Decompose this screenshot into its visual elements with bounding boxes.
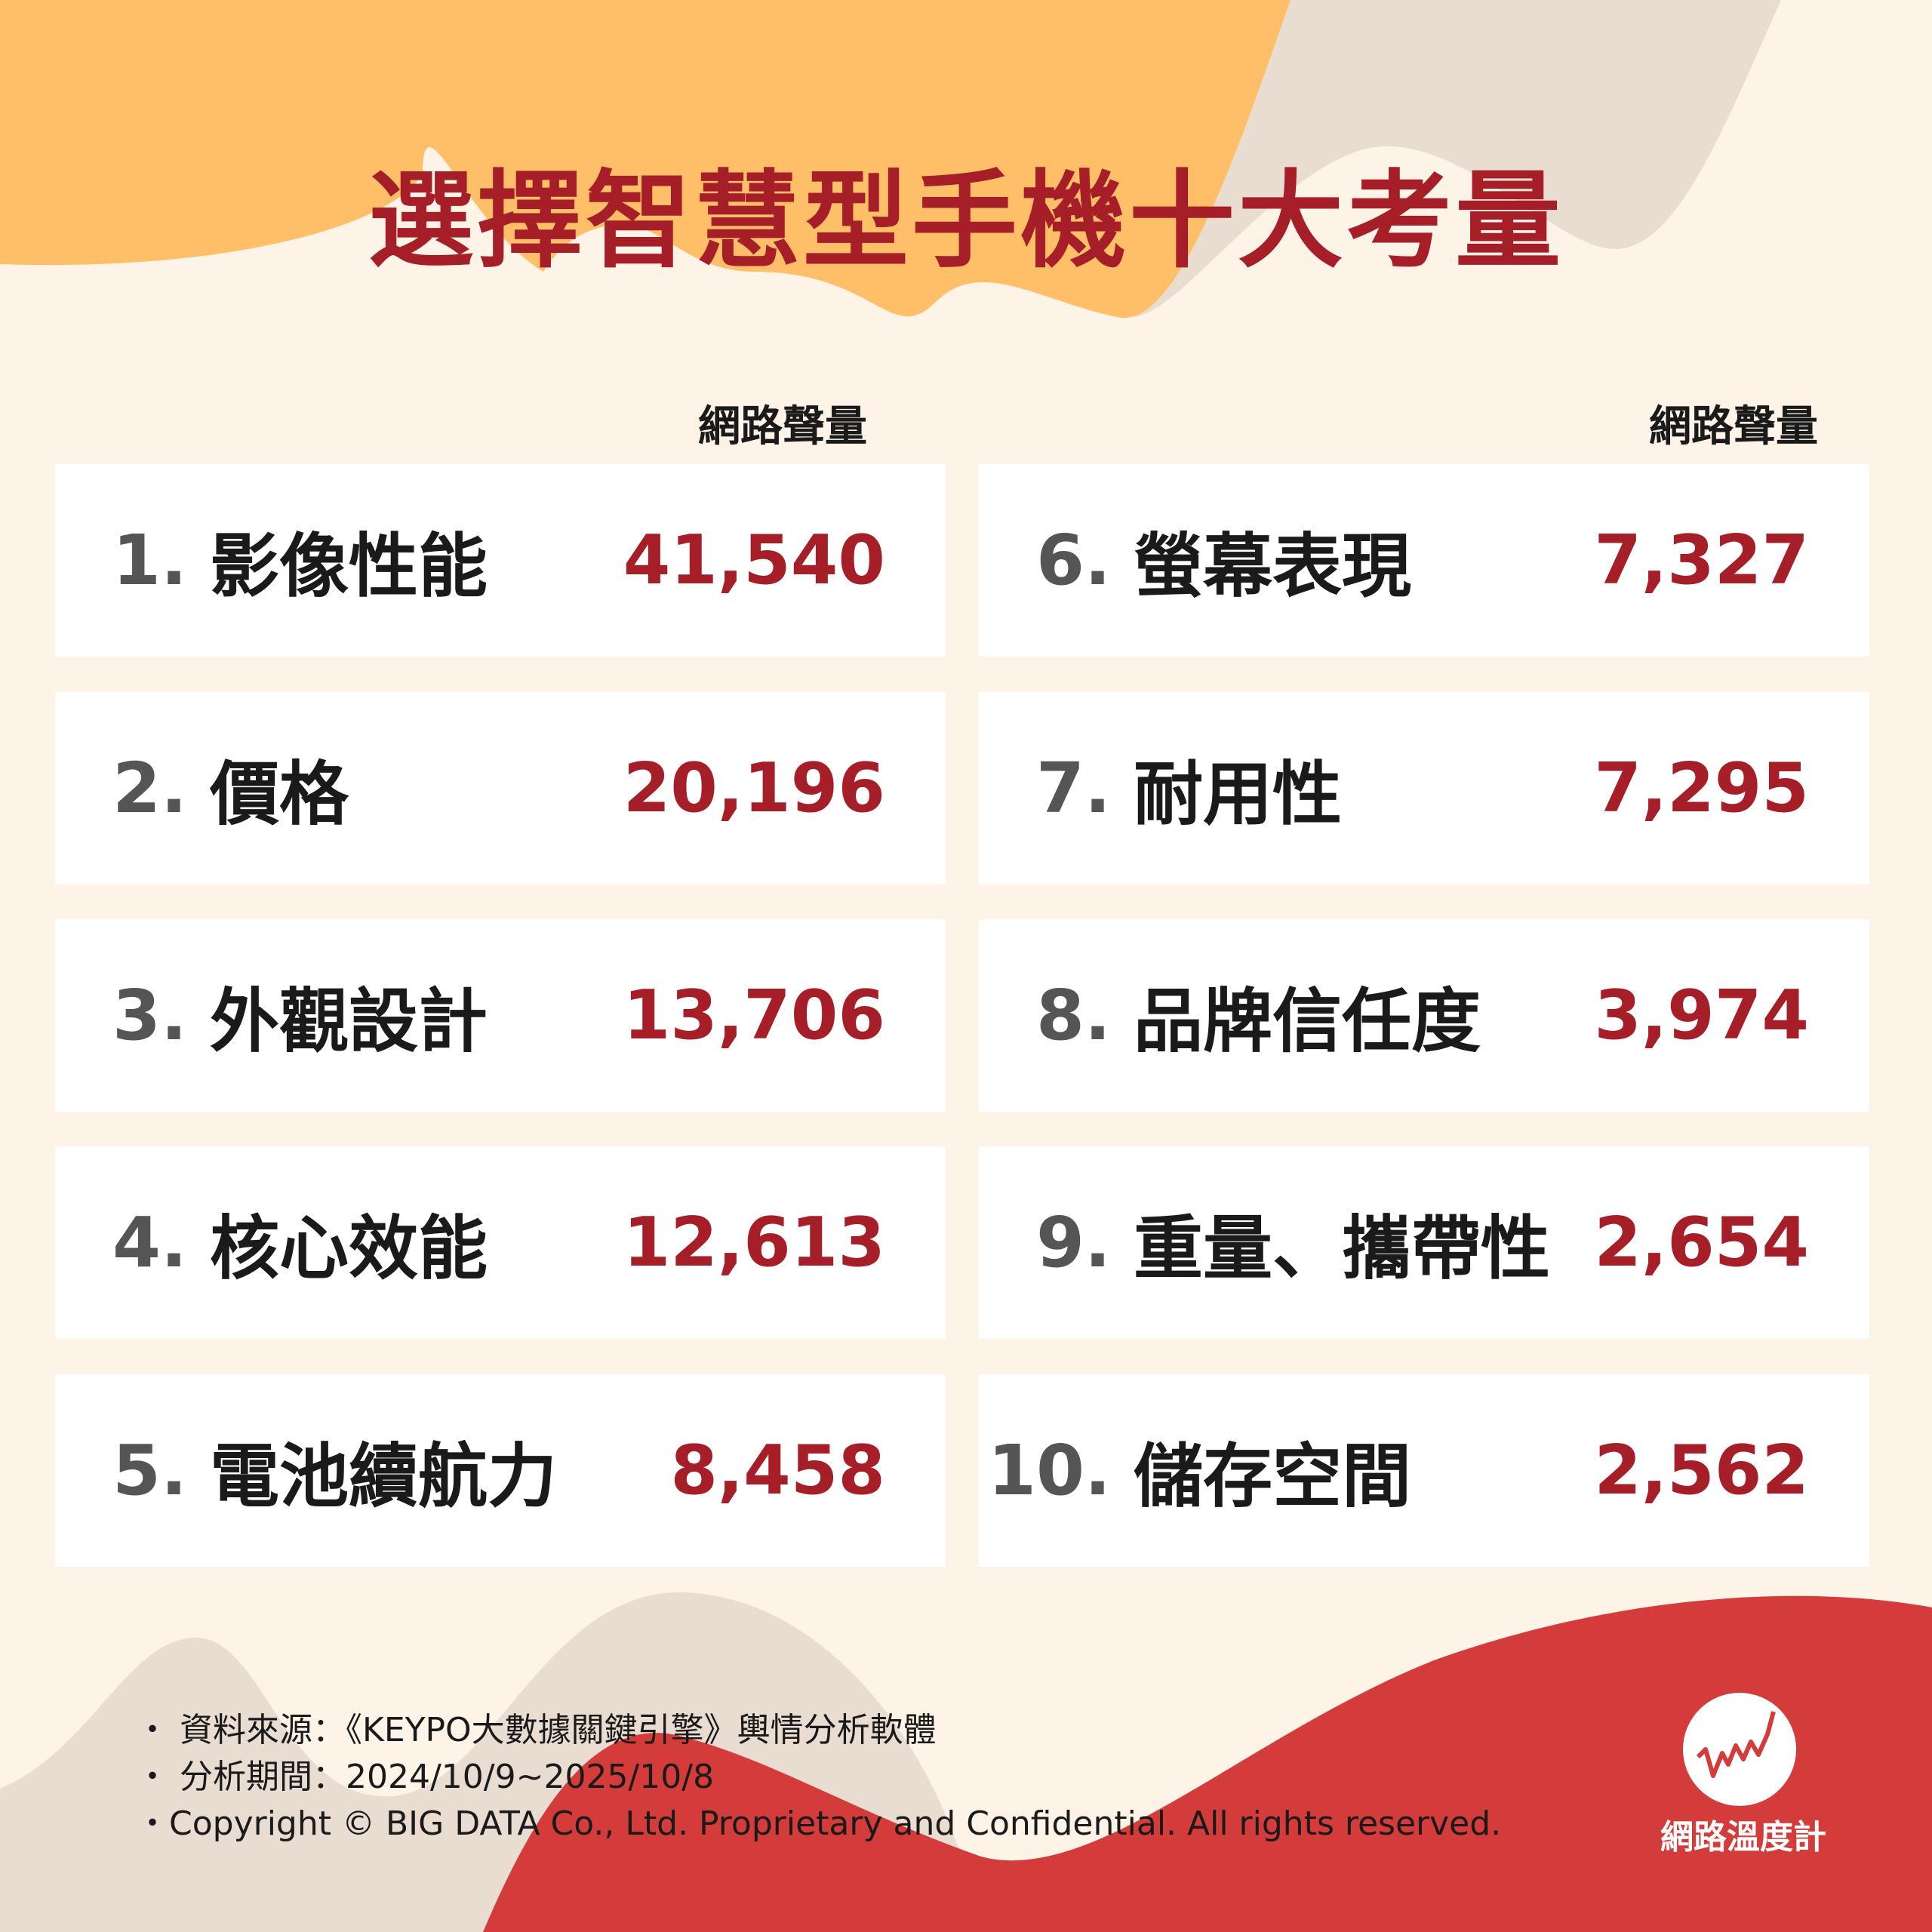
item-label: 影像性能 bbox=[210, 526, 488, 607]
item-value: 7,327 bbox=[1594, 521, 1809, 600]
rank: 3. bbox=[112, 975, 187, 1056]
period-note: ・ 分析期間：2024/10/9~2025/10/8 bbox=[136, 1758, 715, 1796]
source-note: ・ 資料來源：《KEYPO大數據關鍵引擎》輿情分析軟體 bbox=[136, 1711, 937, 1749]
item-value: 13,706 bbox=[623, 976, 885, 1055]
item-value: 20,196 bbox=[623, 749, 885, 828]
brand-name: 網路溫度計 bbox=[1660, 1818, 1826, 1857]
rank: 7. bbox=[1036, 748, 1111, 829]
ranking-card-2: 2. 價格 20,196 bbox=[55, 692, 946, 884]
rank: 4. bbox=[112, 1202, 187, 1283]
right-column-header: 網路聲量 bbox=[1649, 402, 1818, 451]
rank: 2. bbox=[112, 748, 187, 829]
rank: 6. bbox=[1036, 520, 1111, 601]
item-value: 2,654 bbox=[1594, 1203, 1809, 1282]
item-value: 12,613 bbox=[623, 1203, 885, 1282]
footer-notes: ・ 資料來源：《KEYPO大數據關鍵引擎》輿情分析軟體 ・ 分析期間：2024/… bbox=[136, 1707, 1501, 1847]
ranking-card-4: 4. 核心效能 12,613 bbox=[55, 1146, 946, 1339]
ranking-card-9: 9. 重量、攜帶性 2,654 bbox=[979, 1146, 1869, 1339]
ranking-card-5: 5. 電池續航力 8,458 bbox=[55, 1374, 946, 1567]
rank: 8. bbox=[1036, 975, 1111, 1056]
item-label: 耐用性 bbox=[1134, 754, 1343, 835]
beige-shape-top bbox=[1132, 0, 1781, 317]
rank: 5. bbox=[112, 1430, 187, 1511]
item-value: 3,974 bbox=[1594, 976, 1809, 1055]
pulse-line-icon bbox=[1696, 1711, 1776, 1778]
brand-logo bbox=[1683, 1693, 1796, 1806]
item-value: 2,562 bbox=[1594, 1431, 1809, 1510]
ranking-card-10: 10. 儲存空間 2,562 bbox=[979, 1374, 1869, 1567]
item-value: 7,295 bbox=[1594, 749, 1809, 828]
rank: 1. bbox=[112, 520, 187, 601]
item-label: 品牌信任度 bbox=[1134, 981, 1481, 1062]
item-value: 41,540 bbox=[623, 521, 885, 600]
rank: 10. bbox=[988, 1430, 1111, 1511]
item-label: 重量、攜帶性 bbox=[1134, 1208, 1551, 1289]
ranking-card-1: 1. 影像性能 41,540 bbox=[55, 464, 946, 657]
red-shape-bottom bbox=[483, 1595, 1932, 1932]
ranking-card-7: 7. 耐用性 7,295 bbox=[979, 692, 1869, 884]
item-label: 核心效能 bbox=[210, 1208, 488, 1289]
item-label: 價格 bbox=[210, 754, 349, 835]
orange-shape-top bbox=[0, 0, 1291, 318]
ranking-card-8: 8. 品牌信任度 3,974 bbox=[979, 919, 1869, 1112]
ranking-card-3: 3. 外觀設計 13,706 bbox=[55, 919, 946, 1112]
item-label: 螢幕表現 bbox=[1134, 526, 1412, 607]
ranking-card-6: 6. 螢幕表現 7,327 bbox=[979, 464, 1869, 657]
page-title: 選擇智慧型手機十大考量 bbox=[368, 160, 1564, 283]
copyright-note: ・Copyright © BIG DATA Co., Ltd. Propriet… bbox=[136, 1804, 1502, 1843]
item-label: 外觀設計 bbox=[210, 981, 488, 1062]
rank: 9. bbox=[1036, 1202, 1111, 1283]
left-column-header: 網路聲量 bbox=[698, 402, 867, 451]
item-label: 電池續航力 bbox=[210, 1436, 558, 1517]
item-value: 8,458 bbox=[670, 1431, 885, 1510]
item-label: 儲存空間 bbox=[1134, 1436, 1412, 1517]
